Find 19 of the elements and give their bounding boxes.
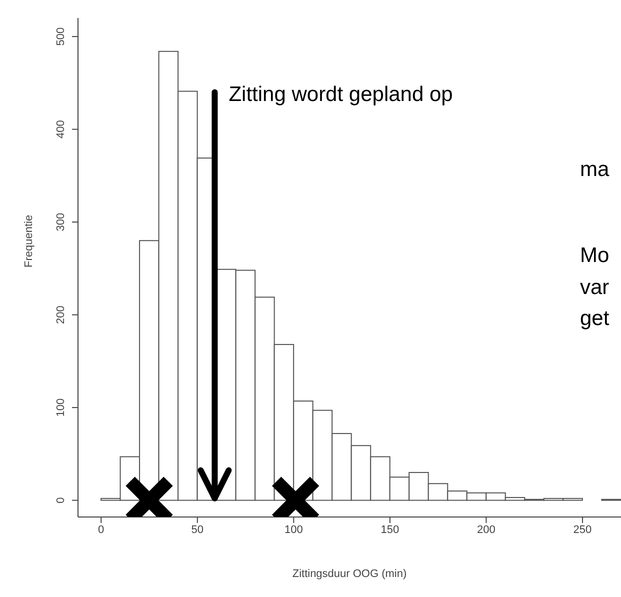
ref-line-label: Zitting wordt gepland op [228, 83, 453, 106]
annotation: var [580, 276, 610, 299]
x-tick-label: 50 [191, 524, 204, 536]
x-tick-label: 150 [380, 524, 400, 536]
annotation: ma [580, 158, 610, 181]
y-tick-label: 300 [55, 212, 67, 232]
annotation: get [580, 307, 610, 330]
x-tick-label: 200 [477, 524, 496, 536]
y-tick-label: 200 [55, 306, 67, 324]
annotation: Mo [580, 244, 610, 267]
x-axis-title: Zittingsduur OOG (min) [292, 568, 407, 580]
x-tick-label: 0 [98, 524, 104, 536]
y-axis-title: Frequentie [22, 214, 35, 268]
x-tick-label: 250 [573, 524, 592, 536]
y-tick-label: 100 [55, 398, 67, 417]
y-tick-label: 500 [55, 27, 67, 46]
y-tick-label: 400 [55, 120, 67, 138]
y-tick-label: 0 [55, 497, 67, 504]
x-tick-label: 100 [284, 524, 303, 536]
